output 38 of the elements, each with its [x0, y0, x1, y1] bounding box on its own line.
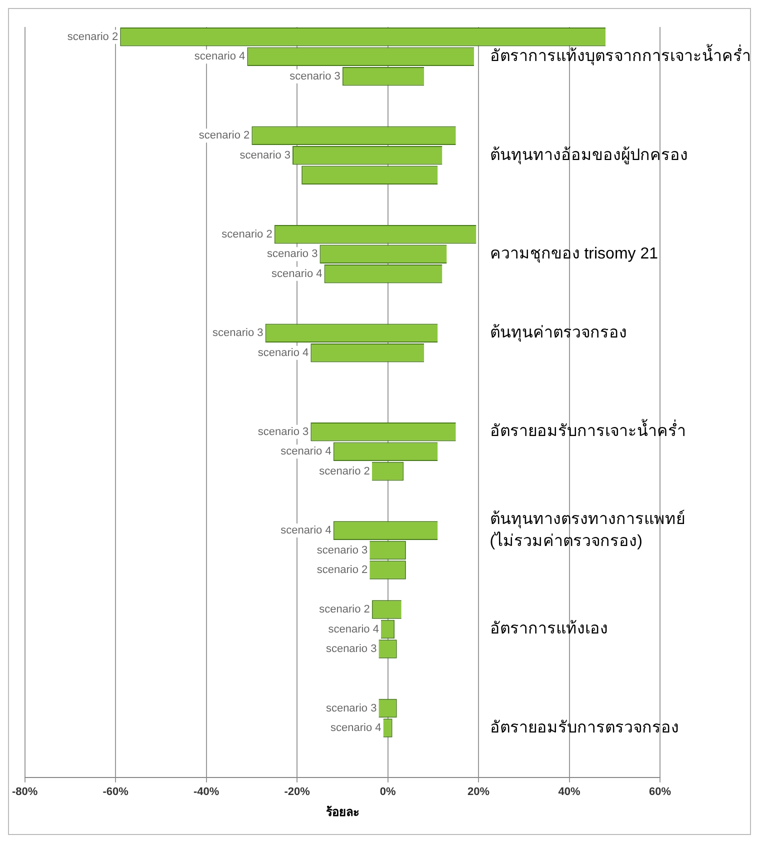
x-tick-label: 20% [468, 786, 490, 798]
y-tick-label: scenario 4 [194, 50, 246, 63]
y-tick-label: scenario 3 [212, 327, 264, 340]
y-tick-label: scenario 4 [280, 446, 332, 458]
y2-tick-label: ต้นทุนทางอ้อมของผู้ปกครอง [490, 146, 688, 165]
y2-tick-label: ต้นทุนค่าตรวจกรอง [490, 323, 627, 342]
y-tick-label: scenario 4 [328, 623, 379, 636]
y-tick-label: scenario 2 [67, 30, 118, 43]
x-tick-label: -60% [102, 786, 129, 798]
y2-tick-label: อัตรายอมรับการตรวจกรอง [490, 719, 679, 736]
y-tick-label: scenario 4 [280, 524, 332, 537]
x-tick-label: 0% [380, 786, 396, 798]
y-tick-label: scenario 4 [330, 722, 382, 734]
x-tick-label: 60% [648, 786, 672, 798]
y-tick-label: scenario 4 [272, 268, 322, 280]
y-tick-label: scenario 2 [319, 465, 370, 478]
y2-tick-label: อัตราการแท้งเอง [490, 620, 608, 638]
x-tick-label: -80% [12, 786, 38, 798]
y2-tick-label: อัตราการแท้งบุตรจากการเจาะน้ำคร่ำ [490, 44, 751, 66]
x-tick-label: -40% [193, 786, 220, 798]
y2-tick-label: ต้นทุนทางตรงทางการแพทย์ (ไม่รวมค่าตรวจกรอง) [490, 508, 685, 550]
y-tick-label: scenario 3 [266, 248, 318, 260]
y-tick-label: scenario 2 [319, 604, 370, 616]
x-tick-label: -20% [284, 786, 310, 798]
y-tick-label: scenario 4 [258, 346, 309, 359]
y-tick-label: scenario 3 [326, 643, 377, 656]
y-tick-label: scenario 2 [222, 228, 272, 240]
y-tick-label: scenario 3 [258, 426, 309, 438]
y2-tick-label: อัตรายอมรับการเจาะน้ำคร่ำ [490, 419, 686, 440]
y-tick-label: scenario 3 [316, 544, 368, 556]
y-tick-label: scenario 2 [316, 564, 368, 576]
x-tick-label: 40% [558, 786, 580, 798]
y2-tick-label: ความชุกของ trisomy 21 [490, 246, 658, 264]
x-axis-title: ร้อยละ [326, 805, 359, 820]
y-tick-label: scenario 3 [326, 702, 377, 714]
y-tick-label: scenario 3 [240, 149, 291, 162]
y-tick-label: scenario 3 [290, 70, 340, 82]
y-tick-label: scenario 2 [198, 130, 250, 142]
